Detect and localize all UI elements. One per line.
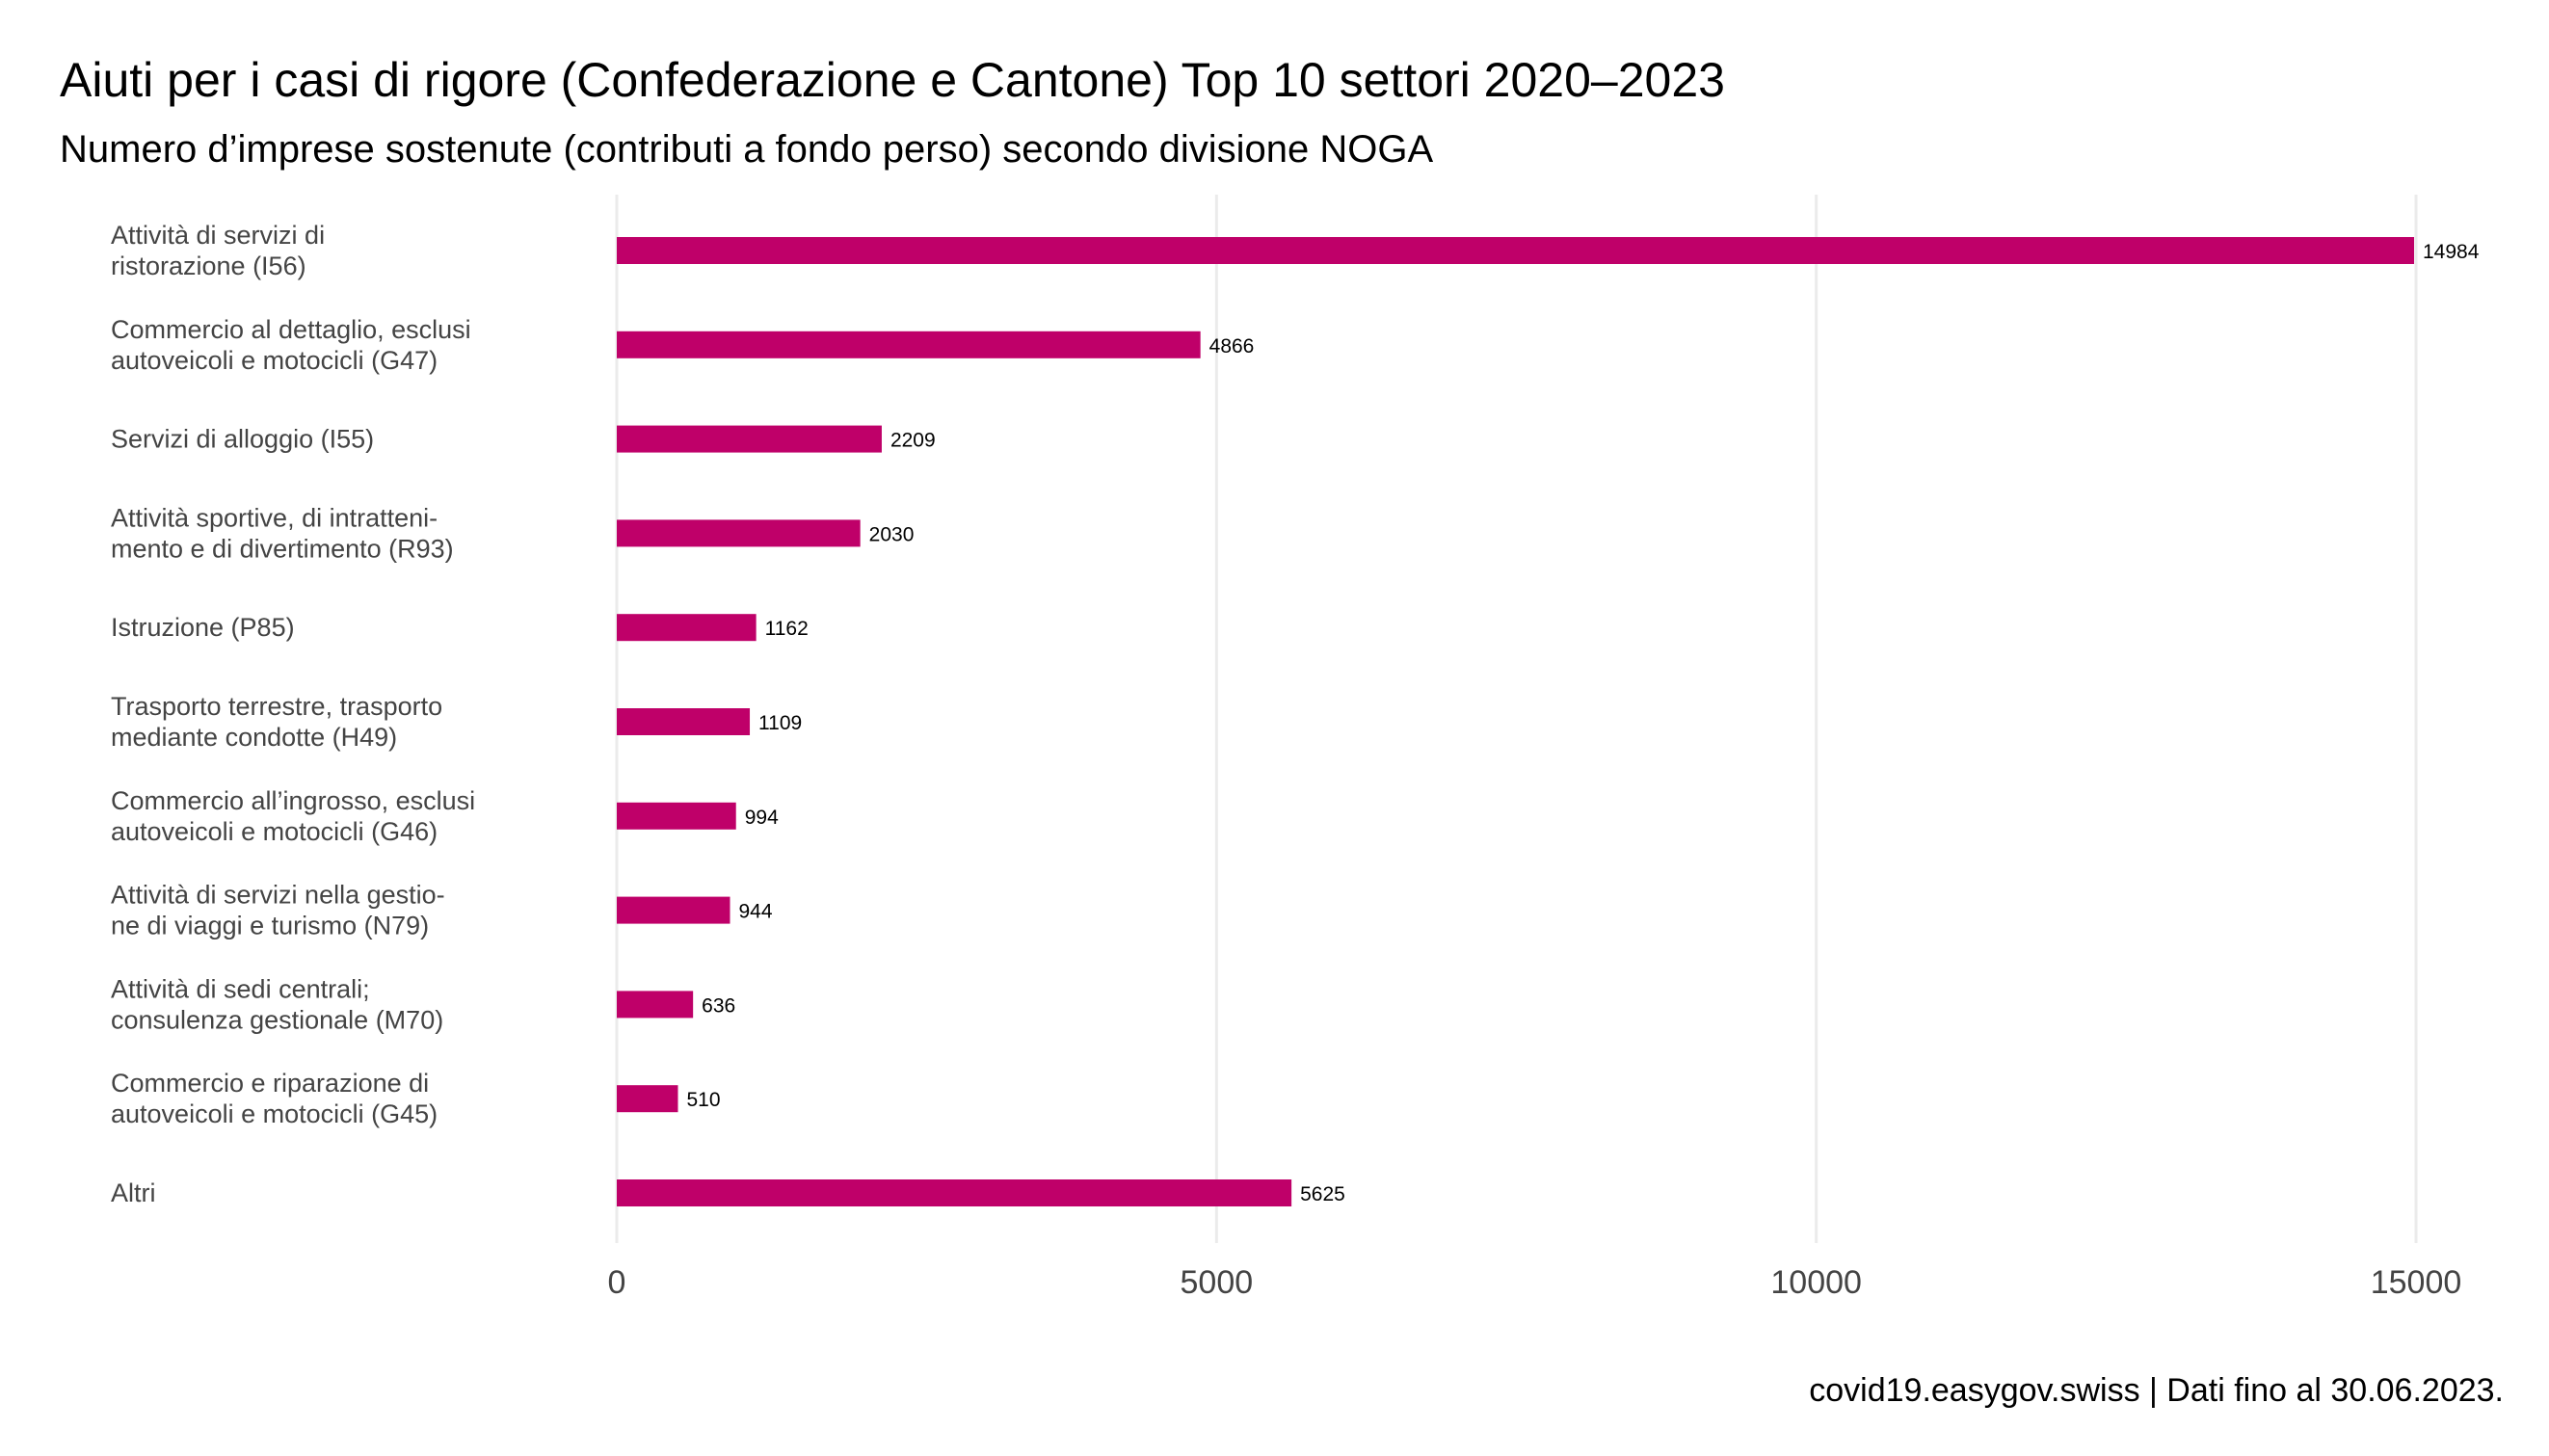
category-label: Commercio e riparazione di — [111, 1069, 429, 1098]
x-tick-label: 15000 — [2371, 1264, 2462, 1301]
x-tick-label: 0 — [608, 1264, 626, 1301]
bar — [617, 1179, 1292, 1206]
bar-value-label: 2209 — [890, 430, 936, 452]
bar — [617, 425, 882, 453]
value-labels: 14984 4866 2209 2030 1162 1109 994 944 636 510 562… — [686, 241, 2479, 1205]
bar-value-label: 5625 — [1300, 1183, 1345, 1205]
category-label: mento e di divertimento (R93) — [111, 534, 454, 563]
bar — [617, 237, 2415, 264]
category-label: Attività di sedi centrali; — [111, 974, 370, 1003]
category-label: autoveicoli e motocicli (G46) — [111, 817, 438, 846]
bar-value-label: 510 — [686, 1089, 720, 1111]
category-label: Attività sportive, di intratteni- — [111, 503, 438, 532]
bar-value-label: 636 — [702, 994, 735, 1017]
bar-value-label: 944 — [738, 901, 772, 923]
chart-caption: covid19.easygov.swiss | Dati fino al 30.… — [1809, 1372, 2504, 1409]
bar-value-label: 1109 — [758, 712, 802, 734]
bar — [617, 614, 757, 642]
category-label: mediante condotte (H49) — [111, 723, 397, 752]
bars — [617, 237, 2415, 1206]
category-label: ne di viaggi e turismo (N79) — [111, 912, 429, 940]
category-label: Istruzione (P85) — [111, 613, 295, 642]
x-tick-label: 5000 — [1181, 1264, 1254, 1301]
bar — [617, 708, 751, 735]
bar-value-label: 4866 — [1209, 335, 1255, 357]
category-label: Commercio al dettaglio, esclusi — [111, 315, 471, 344]
bar — [617, 802, 736, 830]
chart-title: Aiuti per i casi di rigore (Confederazio… — [60, 53, 1725, 107]
bar — [617, 331, 1201, 358]
bar-value-label: 994 — [745, 807, 779, 829]
bar — [617, 896, 730, 924]
bar — [617, 1085, 678, 1113]
category-label: Attività di servizi di — [111, 221, 325, 250]
category-label: consulenza gestionale (M70) — [111, 1005, 443, 1034]
category-label: autoveicoli e motocicli (G45) — [111, 1099, 438, 1128]
category-label: Attività di servizi nella gestio- — [111, 881, 445, 910]
x-tick-label: 10000 — [1770, 1264, 1862, 1301]
category-label: Trasporto terrestre, trasporto — [111, 692, 442, 721]
bar — [617, 519, 861, 547]
category-label: ristorazione (I56) — [111, 251, 306, 280]
x-axis-tick-labels: 0 5000 10000 15000 — [608, 1264, 2462, 1301]
bar-value-label: 1162 — [765, 618, 809, 640]
bar-value-label: 14984 — [2423, 241, 2480, 263]
category-label: Commercio all’ingrosso, esclusi — [111, 786, 475, 815]
bar-value-label: 2030 — [869, 523, 915, 545]
bar — [617, 991, 694, 1019]
category-label: Altri — [111, 1178, 156, 1207]
category-label: autoveicoli e motocicli (G47) — [111, 346, 438, 375]
chart-subtitle: Numero d’imprese sostenute (contributi a… — [60, 128, 1433, 171]
category-label: Servizi di alloggio (I55) — [111, 425, 374, 454]
